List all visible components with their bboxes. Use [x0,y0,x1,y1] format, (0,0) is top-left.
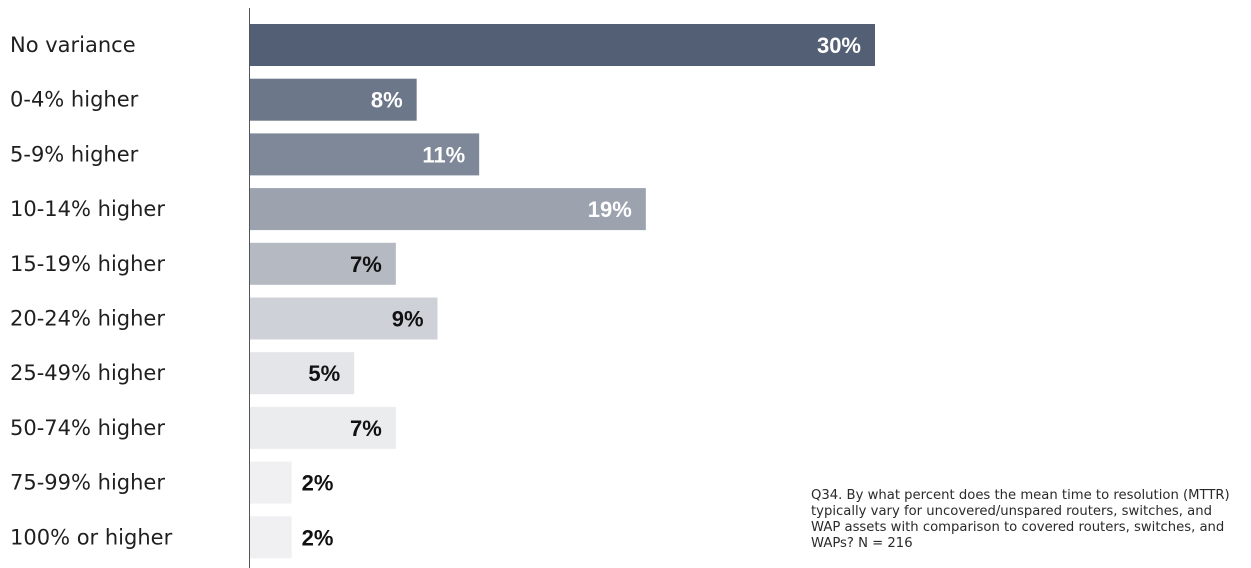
value-label: 19% [588,197,632,222]
category-label: 50-74% higher [10,416,165,440]
category-label: 15-19% higher [10,252,165,276]
bar [250,406,396,449]
bar [250,133,480,176]
bar [250,78,417,121]
bar [250,242,396,285]
value-label: 7% [350,416,382,441]
value-label: 8% [371,88,403,113]
category-label: 100% or higher [10,525,173,549]
bar [250,516,292,559]
category-label: 0-4% higher [10,88,139,112]
value-label: 2% [302,471,334,496]
value-label: 2% [302,525,334,550]
survey-question-note: Q34. By what percent does the mean time … [811,488,1230,551]
value-labels: 30% 8% 11% 19% 7% 9% 5% 7% 2% 2% [302,33,861,550]
category-labels: No variance 0-4% higher 5-9% higher 10-14% … [10,33,173,549]
value-label: 11% [422,142,465,167]
value-label: 5% [308,361,340,386]
value-label: 7% [350,252,382,277]
category-label: 10-14% higher [10,197,165,221]
category-label: 5-9% higher [10,142,139,166]
bar [250,297,438,340]
value-label: 9% [392,307,424,332]
bar [250,24,875,66]
category-label: 75-99% higher [10,471,165,495]
category-label: No variance [10,33,136,57]
bar [250,352,355,395]
bar [250,461,292,504]
bar [250,188,646,231]
category-label: 20-24% higher [10,307,165,331]
category-label: 25-49% higher [10,361,165,385]
bars [250,24,875,559]
value-label: 30% [817,33,861,58]
